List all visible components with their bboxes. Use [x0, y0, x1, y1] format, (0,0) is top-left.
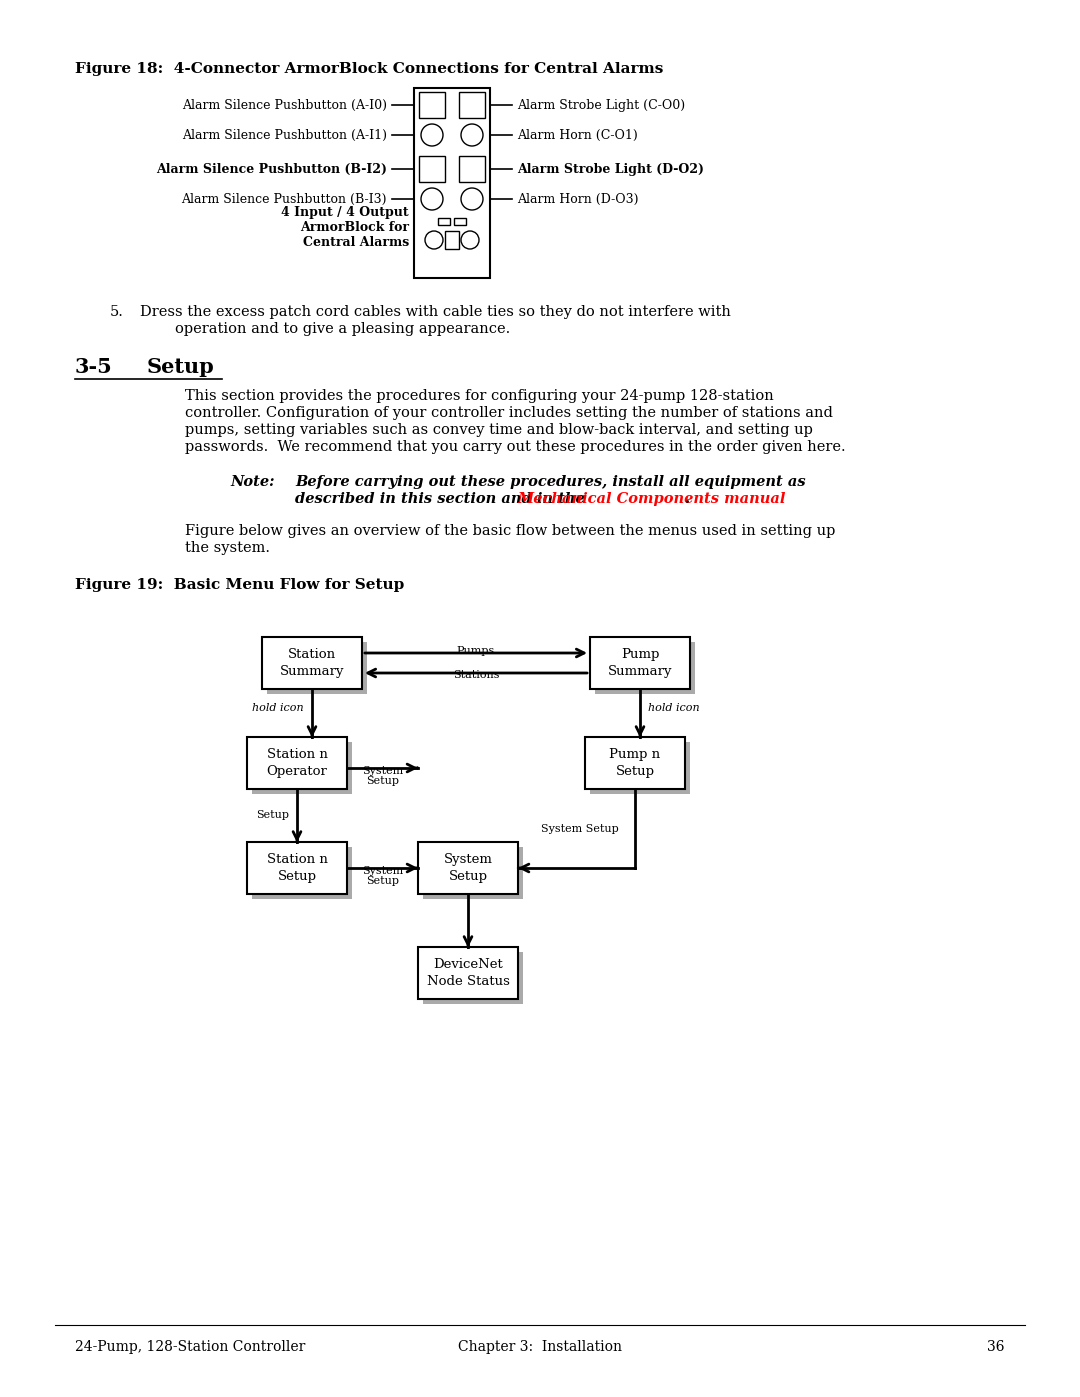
Bar — [590, 742, 690, 793]
Text: Central Alarms: Central Alarms — [302, 236, 409, 249]
Text: 3-5: 3-5 — [75, 358, 112, 377]
Circle shape — [426, 231, 443, 249]
Text: Pumps: Pumps — [457, 645, 495, 657]
Text: Alarm Silence Pushbutton (B-I3): Alarm Silence Pushbutton (B-I3) — [181, 193, 387, 205]
Circle shape — [461, 189, 483, 210]
Text: the system.: the system. — [185, 541, 270, 555]
Text: Setup: Setup — [147, 358, 215, 377]
Bar — [459, 92, 485, 117]
Text: described in this section and in the: described in this section and in the — [295, 492, 590, 506]
Text: Alarm Silence Pushbutton (A-I0): Alarm Silence Pushbutton (A-I0) — [183, 99, 387, 112]
Bar — [418, 947, 518, 999]
Text: 5.: 5. — [110, 305, 124, 319]
Text: Alarm Strobe Light (C-O0): Alarm Strobe Light (C-O0) — [517, 99, 685, 112]
Text: Station n
Operator: Station n Operator — [267, 747, 327, 778]
Text: Setup: Setup — [366, 775, 399, 787]
Bar — [419, 92, 445, 117]
Bar — [585, 738, 685, 789]
Bar — [247, 738, 347, 789]
Text: System: System — [362, 766, 403, 775]
Text: Before carrying out these procedures, install all equipment as: Before carrying out these procedures, in… — [295, 475, 806, 489]
Text: Alarm Horn (D-O3): Alarm Horn (D-O3) — [517, 193, 638, 205]
Circle shape — [421, 189, 443, 210]
Text: hold icon: hold icon — [253, 703, 303, 712]
Bar — [423, 951, 523, 1004]
Bar — [247, 842, 347, 894]
Bar — [252, 847, 352, 900]
Text: Alarm Silence Pushbutton (A-I1): Alarm Silence Pushbutton (A-I1) — [183, 129, 387, 141]
Circle shape — [461, 124, 483, 147]
Text: Station
Summary: Station Summary — [280, 648, 345, 678]
Text: operation and to give a pleasing appearance.: operation and to give a pleasing appeara… — [175, 321, 510, 337]
Text: Alarm Horn (C-O1): Alarm Horn (C-O1) — [517, 129, 638, 141]
Text: Pump n
Setup: Pump n Setup — [609, 747, 661, 778]
Text: Mechanical Components manual: Mechanical Components manual — [517, 492, 785, 506]
Text: System
Setup: System Setup — [444, 854, 492, 883]
Text: 4 Input / 4 Output: 4 Input / 4 Output — [282, 205, 409, 219]
Bar — [418, 842, 518, 894]
Bar — [459, 156, 485, 182]
Text: passwords.  We recommend that you carry out these procedures in the order given : passwords. We recommend that you carry o… — [185, 440, 846, 454]
Text: System: System — [362, 866, 403, 876]
Text: 24-Pump, 128-Station Controller: 24-Pump, 128-Station Controller — [75, 1340, 306, 1354]
Bar — [438, 218, 450, 225]
Text: Dress the excess patch cord cables with cable ties so they do not interfere with: Dress the excess patch cord cables with … — [140, 305, 731, 319]
Bar — [267, 643, 367, 694]
Text: This section provides the procedures for configuring your 24-pump 128-station: This section provides the procedures for… — [185, 388, 773, 402]
Bar — [590, 637, 690, 689]
Text: Chapter 3:  Installation: Chapter 3: Installation — [458, 1340, 622, 1354]
Text: Note:: Note: — [230, 475, 274, 489]
Text: controller. Configuration of your controller includes setting the number of stat: controller. Configuration of your contro… — [185, 407, 833, 420]
Text: System Setup: System Setup — [541, 823, 619, 834]
Bar — [445, 231, 459, 249]
Bar — [419, 156, 445, 182]
Text: Pump
Summary: Pump Summary — [608, 648, 672, 678]
Text: DeviceNet
Node Status: DeviceNet Node Status — [427, 958, 510, 988]
Text: Alarm Silence Pushbutton (B-I2): Alarm Silence Pushbutton (B-I2) — [156, 162, 387, 176]
Text: Setup: Setup — [366, 876, 399, 886]
Text: 36: 36 — [987, 1340, 1005, 1354]
Bar — [454, 218, 465, 225]
Bar — [262, 637, 362, 689]
Circle shape — [461, 231, 480, 249]
Text: hold icon: hold icon — [648, 703, 700, 712]
Text: Stations: Stations — [453, 671, 499, 680]
Text: Alarm Strobe Light (D-O2): Alarm Strobe Light (D-O2) — [517, 162, 704, 176]
Text: .: . — [685, 492, 690, 506]
Text: pumps, setting variables such as convey time and blow-back interval, and setting: pumps, setting variables such as convey … — [185, 423, 813, 437]
Circle shape — [421, 124, 443, 147]
Text: Figure 19:  Basic Menu Flow for Setup: Figure 19: Basic Menu Flow for Setup — [75, 578, 404, 592]
Text: ArmorBlock for: ArmorBlock for — [300, 221, 409, 235]
Text: Setup: Setup — [256, 810, 289, 820]
Text: Figure below gives an overview of the basic flow between the menus used in setti: Figure below gives an overview of the ba… — [185, 524, 835, 538]
Text: Figure 18:  4-Connector ArmorBlock Connections for Central Alarms: Figure 18: 4-Connector ArmorBlock Connec… — [75, 61, 663, 75]
Bar — [252, 742, 352, 793]
Text: Station n
Setup: Station n Setup — [267, 854, 327, 883]
Bar — [595, 643, 696, 694]
Bar — [423, 847, 523, 900]
Bar — [414, 88, 490, 278]
